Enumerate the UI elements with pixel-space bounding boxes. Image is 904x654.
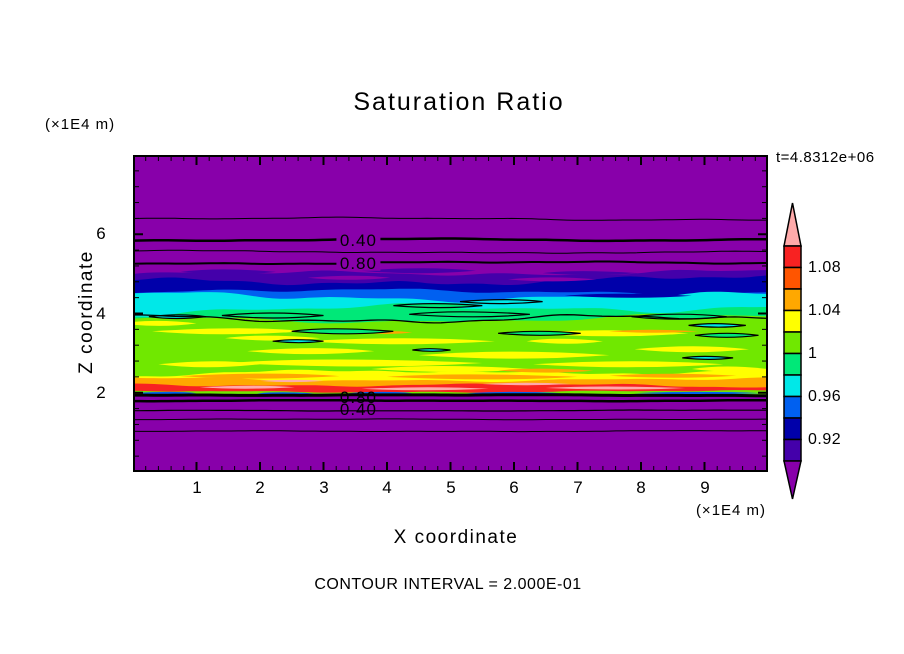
contour-loop (682, 355, 734, 360)
x-axis-title: X coordinate (393, 527, 519, 548)
colorbar-cell (783, 245, 802, 269)
field-streak (199, 385, 295, 389)
field-streak (361, 268, 476, 274)
contour-loop (688, 323, 746, 328)
contour-line (133, 260, 768, 265)
contour-line (133, 430, 768, 433)
field-streak (482, 382, 572, 386)
x-tick-label: 3 (319, 478, 329, 497)
contour-loop (412, 348, 451, 352)
y-axis-units-label: (×1E4 m) (45, 116, 116, 133)
colorbar-cell (783, 352, 802, 376)
colorbar (783, 202, 802, 500)
contour-loop (221, 312, 324, 319)
chart-title: Saturation Ratio (353, 88, 565, 116)
colorbar-cell (783, 395, 802, 419)
y-tick-label: 6 (96, 224, 106, 243)
contour-line (133, 418, 768, 421)
x-tick-label: 4 (382, 478, 392, 497)
field-streak (634, 391, 762, 395)
field-streak (609, 373, 737, 378)
contour-line (133, 393, 768, 398)
field-streak (304, 338, 495, 345)
field-streak (498, 368, 594, 373)
field-streak (691, 366, 768, 372)
field-streak (526, 338, 603, 344)
field-streak (180, 269, 276, 275)
plot-frame (133, 155, 768, 472)
contour-loop (409, 311, 530, 318)
contour-label: 0.80 (340, 388, 377, 407)
colorbar-label: 1 (808, 345, 818, 362)
x-tick-label: 8 (636, 478, 646, 497)
colorbar-cell (783, 309, 802, 333)
y-tick-label: 2 (96, 383, 106, 402)
time-stamp-label: t=4.8312e+06 (776, 149, 875, 166)
y-tick-label: 4 (96, 304, 106, 323)
contour-interval-note: CONTOUR INTERVAL = 2.000E-01 (314, 576, 582, 593)
field-streak (371, 366, 530, 372)
field-streak (542, 271, 638, 276)
colorbar-cell (783, 417, 802, 441)
field-streak (691, 271, 756, 276)
field-streak (152, 328, 305, 335)
contour-loop (498, 330, 581, 336)
colorbar-label: 0.92 (808, 431, 842, 448)
contour-plot: 0.400.800.800.40 (133, 155, 768, 472)
field-streak (307, 275, 391, 280)
contour-loop (272, 339, 324, 344)
colorbar-over-arrow (783, 202, 802, 247)
x-tick-label: 5 (446, 478, 456, 497)
field-streak (507, 277, 597, 282)
contour-loop (393, 303, 483, 309)
contour-label: 0.80 (340, 254, 377, 273)
field-streak (545, 386, 686, 390)
field-band (133, 393, 768, 472)
colorbar-label: 1.08 (808, 259, 842, 276)
colorbar-under-arrow (783, 460, 802, 500)
field-streak (387, 374, 578, 380)
contour-line (133, 216, 768, 221)
field-streak (418, 351, 610, 359)
colorbar-label: 1.04 (808, 302, 842, 319)
x-tick-label: 1 (192, 478, 202, 497)
field-streak (158, 361, 260, 368)
field-streak (609, 329, 699, 333)
contour-line (133, 409, 768, 412)
x-tick-label: 2 (255, 478, 265, 497)
contour-label-bg (336, 231, 381, 248)
x-tick-label: 9 (700, 478, 710, 497)
contour-label: 0.40 (340, 231, 377, 250)
field-streak (634, 346, 749, 353)
contour-loop (459, 299, 543, 305)
contour-label-bg (336, 254, 381, 271)
x-tick-label: 6 (509, 478, 519, 497)
colorbar-cell (783, 374, 802, 398)
colorbar-cell (783, 438, 802, 462)
colorbar-cell (783, 331, 802, 355)
field-streak (247, 348, 375, 355)
contour-line (133, 398, 768, 403)
field-streak (187, 285, 283, 289)
colorbar-cell (783, 266, 802, 290)
field-streak (228, 359, 483, 367)
field-streak (564, 293, 692, 298)
field-streak (180, 373, 340, 379)
contour-line (133, 237, 768, 243)
contour-line (133, 314, 768, 324)
field-streak (260, 379, 324, 383)
contour-loop (694, 332, 759, 338)
field-streak (533, 361, 724, 368)
contour-loop (291, 328, 394, 335)
x-tick-label: 7 (573, 478, 583, 497)
contour-label: 0.40 (340, 400, 377, 419)
x-axis-units-label: (×1E4 m) (695, 502, 767, 519)
contour-line (133, 249, 768, 254)
colorbar-cell (783, 288, 802, 312)
colorbar-label: 0.96 (808, 388, 842, 405)
field-streak (133, 320, 197, 326)
field-streak (361, 387, 489, 391)
